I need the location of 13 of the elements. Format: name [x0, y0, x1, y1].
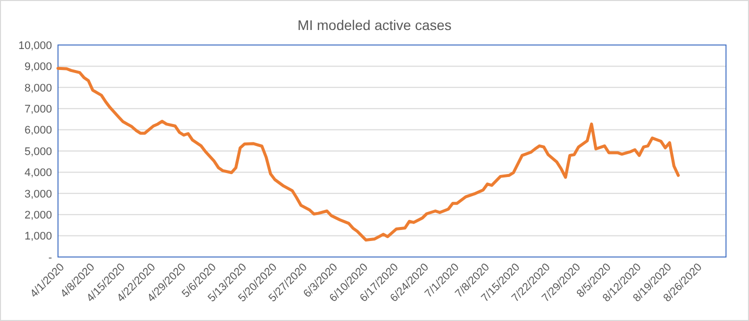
- y-tick-label: 4,000: [24, 167, 52, 180]
- y-tick-label: 2,000: [24, 209, 52, 222]
- y-tick-label: 10,000: [18, 40, 52, 52]
- y-tick-label: 9,000: [24, 61, 52, 74]
- y-tick-label: 8,000: [24, 82, 52, 94]
- y-tick-label: 1,000: [24, 230, 52, 243]
- line-series: [56, 66, 680, 242]
- y-tick-label: 6,000: [24, 124, 52, 137]
- y-tick-label: -: [48, 252, 52, 264]
- y-tick-label: 5,000: [24, 146, 52, 158]
- y-tick-label: 7,000: [24, 103, 52, 116]
- chart-title: MI modeled active cases: [297, 17, 452, 33]
- y-tick-label: 3,000: [24, 188, 52, 200]
